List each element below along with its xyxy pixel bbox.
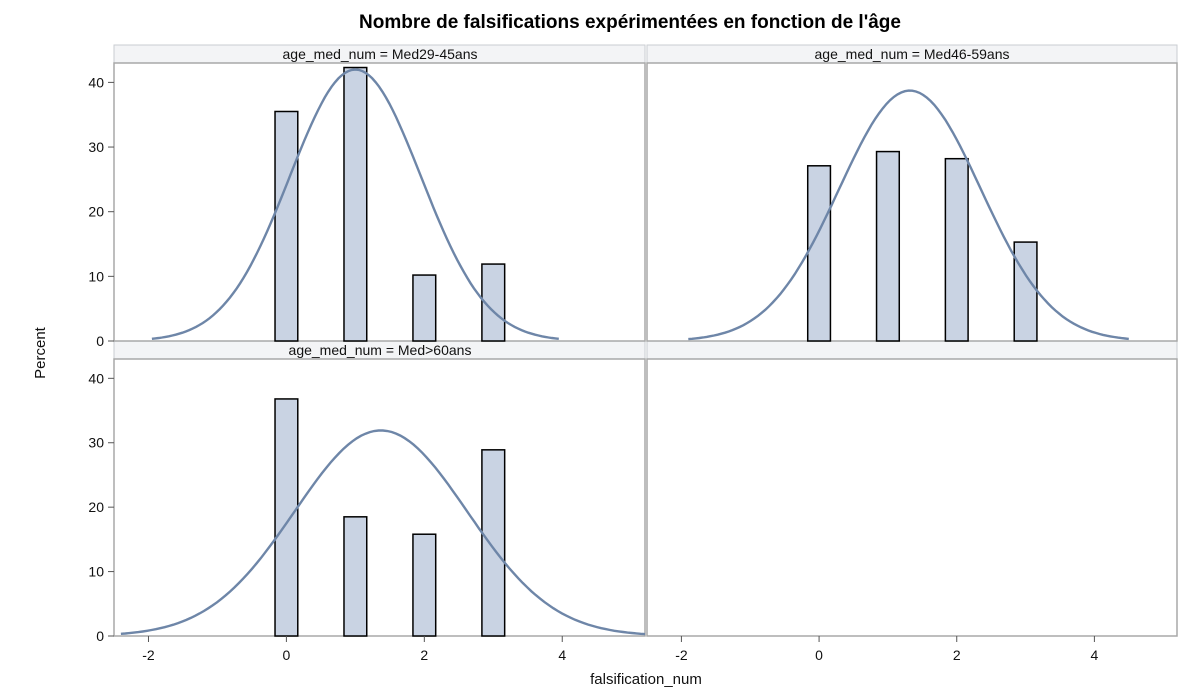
- bar-panel-1-x-1: [343, 66, 368, 342]
- bar-panel-2-x-2: [944, 157, 969, 342]
- panel-2-label: age_med_num = Med46-59ans: [815, 46, 1010, 62]
- panel-2-frame: [646, 62, 1178, 342]
- strip-panel-4: [646, 340, 1178, 360]
- y-axis-label: Percent: [32, 326, 49, 379]
- bar-panel-2-x-0: [806, 165, 832, 342]
- normal-curve-panel-1: [151, 68, 559, 340]
- y-tick-label: 20: [88, 499, 104, 515]
- bar-panel-2-x-1: [875, 150, 901, 342]
- y-tick-label: 40: [88, 74, 104, 90]
- bar-panel-1-x-2: [412, 274, 437, 342]
- y-tick-label: 20: [88, 204, 104, 220]
- y-tick-label: 30: [88, 139, 104, 155]
- bar-panel-3-x-3: [481, 449, 506, 637]
- x-tick-label: 4: [1091, 647, 1099, 663]
- y-tick-label: 0: [96, 333, 104, 349]
- bar-panel-3-x-2: [412, 533, 437, 637]
- y-tick-label: 10: [88, 268, 104, 284]
- y-tick-label: 0: [96, 628, 104, 644]
- bar-panel-2-x-3: [1013, 241, 1038, 342]
- bar-panel-3-x-0: [274, 398, 299, 637]
- panel-3-frame: [113, 358, 646, 637]
- x-axis-label: falsification_num: [590, 671, 702, 688]
- panel-1-label: age_med_num = Med29-45ans: [283, 46, 478, 62]
- x-tick-label: 2: [953, 647, 961, 663]
- y-tick-label: 10: [88, 564, 104, 580]
- bar-panel-3-x-1: [343, 516, 368, 637]
- normal-curve-panel-2: [688, 89, 1129, 341]
- x-tick-label: 0: [283, 647, 291, 663]
- panel-1-frame: [113, 62, 646, 342]
- plot-layer: 0 10 20 30 40 0 10 20 30 40 -2 0 2 4 -2 0 2 4: [88, 66, 1129, 663]
- chart-title: Nombre de falsifications expérimentées e…: [359, 12, 901, 33]
- y-tick-label: 40: [88, 370, 104, 386]
- x-tick-label: 2: [420, 647, 428, 663]
- bar-panel-1-x-3: [481, 263, 506, 342]
- x-tick-label: 0: [815, 647, 823, 663]
- y-tick-label: 30: [88, 435, 104, 451]
- x-tick-label: -2: [675, 647, 688, 663]
- normal-curve-panel-3: [120, 429, 646, 636]
- panel-3-label: age_med_num = Med>60ans: [289, 342, 472, 358]
- x-tick-label: 4: [558, 647, 566, 663]
- bar-panel-1-x-0: [274, 110, 299, 342]
- x-tick-label: -2: [142, 647, 155, 663]
- panel-4-frame: [646, 358, 1178, 637]
